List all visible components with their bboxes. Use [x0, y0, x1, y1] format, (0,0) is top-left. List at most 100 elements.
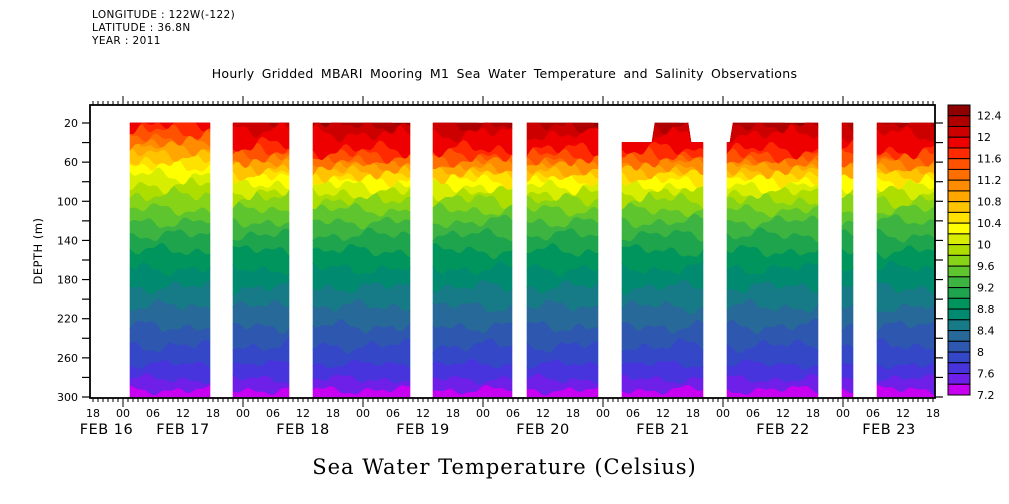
colorbar-segment — [947, 104, 971, 117]
colorbar-segment — [947, 136, 971, 149]
data-band — [312, 122, 411, 398]
colorbar-label: 8.4 — [977, 325, 995, 338]
hour-label: 00 — [356, 407, 370, 420]
contour-region — [432, 385, 513, 398]
hour-label: 18 — [926, 407, 940, 420]
colorbar-segment — [947, 340, 971, 353]
contour-region — [841, 344, 854, 366]
mooring-info-block: LONGITUDE : 122W(-122) LATITUDE : 36.8N … — [92, 9, 235, 48]
hour-label: 06 — [626, 407, 640, 420]
data-band — [526, 122, 599, 398]
colorbar-label: 7.6 — [977, 368, 995, 381]
hour-label: 18 — [86, 407, 100, 420]
colorbar-segment — [947, 179, 971, 192]
colorbar-segment — [947, 201, 971, 213]
colorbar-segment — [947, 254, 971, 267]
hour-label: 18 — [566, 407, 580, 420]
depth-label: 140 — [57, 234, 78, 247]
colorbar-segment — [947, 244, 971, 256]
hour-label: 18 — [806, 407, 820, 420]
date-label: FEB 16 — [80, 422, 134, 438]
date-label: FEB 23 — [862, 422, 916, 438]
colorbar-label: 8 — [977, 346, 984, 359]
depth-label: 220 — [57, 313, 78, 326]
hour-label: 18 — [686, 407, 700, 420]
hour-label: 00 — [476, 407, 490, 420]
hour-label: 00 — [116, 407, 130, 420]
colorbar-segment — [947, 168, 971, 181]
chart-title: Hourly Gridded MBARI Mooring M1 Sea Wate… — [211, 66, 798, 81]
contour-region — [621, 384, 704, 398]
colorbar-label: 11.2 — [977, 174, 1002, 187]
date-label: FEB 21 — [636, 422, 690, 438]
colorbar-label: 10.4 — [977, 217, 1002, 230]
depth-label: 60 — [64, 156, 78, 169]
y-axis-title: DEPTH (m) — [31, 217, 45, 284]
date-label: FEB 22 — [756, 422, 810, 438]
depth-label: 300 — [57, 391, 78, 404]
hour-label: 06 — [386, 407, 400, 420]
colorbar-segment — [947, 308, 971, 321]
colorbar-label: 9.6 — [977, 260, 995, 273]
hour-label: 06 — [866, 407, 880, 420]
depth-label: 100 — [57, 195, 78, 208]
hour-label: 12 — [656, 407, 670, 420]
mooring-latitude: LATITUDE : 36.8N — [92, 22, 191, 34]
colorbar-segment — [947, 158, 971, 170]
colorbar-segment — [947, 115, 971, 127]
colorbar — [947, 104, 971, 396]
data-band — [876, 122, 936, 398]
contour-region — [129, 384, 211, 398]
colorbar-label: 11.6 — [977, 153, 1002, 166]
hour-label: 00 — [716, 407, 730, 420]
colorbar-segment — [947, 222, 971, 235]
date-label: FEB 20 — [516, 422, 570, 438]
colorbar-segment — [947, 383, 971, 396]
date-label: FEB 17 — [156, 422, 210, 438]
date-label: FEB 19 — [396, 422, 450, 438]
mooring-longitude: LONGITUDE : 122W(-122) — [92, 9, 236, 21]
colorbar-segment — [947, 211, 971, 224]
colorbar-segment — [947, 362, 971, 375]
hour-label: 12 — [296, 407, 310, 420]
colorbar-label: 12 — [977, 131, 991, 144]
colorbar-segment — [947, 319, 971, 332]
colorbar-segment — [947, 297, 971, 310]
colorbar-label: 9.2 — [977, 282, 995, 295]
hour-label: 00 — [236, 407, 250, 420]
depth-label: 180 — [57, 274, 78, 287]
contour-region — [726, 385, 819, 398]
colorbar-segment — [947, 265, 971, 278]
data-band — [432, 122, 513, 398]
colorbar-segment — [947, 147, 971, 160]
data-band — [232, 122, 290, 398]
hour-label: 12 — [896, 407, 910, 420]
hour-label: 00 — [596, 407, 610, 420]
colorbar-segment — [947, 351, 971, 364]
depth-label: 260 — [57, 352, 78, 365]
colorbar-label: 10.8 — [977, 196, 1002, 209]
contour-region — [526, 386, 599, 398]
hour-label: 00 — [836, 407, 850, 420]
data-band — [841, 122, 854, 398]
colorbar-segment — [947, 190, 971, 203]
colorbar-label: 10 — [977, 239, 991, 252]
colorbar-segment — [947, 125, 971, 138]
contour-region — [232, 387, 290, 398]
colorbar-segment — [947, 276, 971, 289]
hour-label: 06 — [146, 407, 160, 420]
mooring-year: YEAR : 2011 — [92, 35, 161, 47]
colorbar-label: 8.8 — [977, 303, 995, 316]
data-band — [621, 122, 704, 398]
hour-label: 18 — [206, 407, 220, 420]
hour-label: 06 — [266, 407, 280, 420]
colorbar-segment — [947, 330, 971, 342]
contour-region — [312, 385, 411, 398]
chart-caption: Sea Water Temperature (Celsius) — [312, 455, 697, 479]
hour-label: 12 — [536, 407, 550, 420]
hour-label: 12 — [176, 407, 190, 420]
hour-label: 18 — [446, 407, 460, 420]
colorbar-label: 7.2 — [977, 389, 995, 402]
hour-label: 06 — [746, 407, 760, 420]
